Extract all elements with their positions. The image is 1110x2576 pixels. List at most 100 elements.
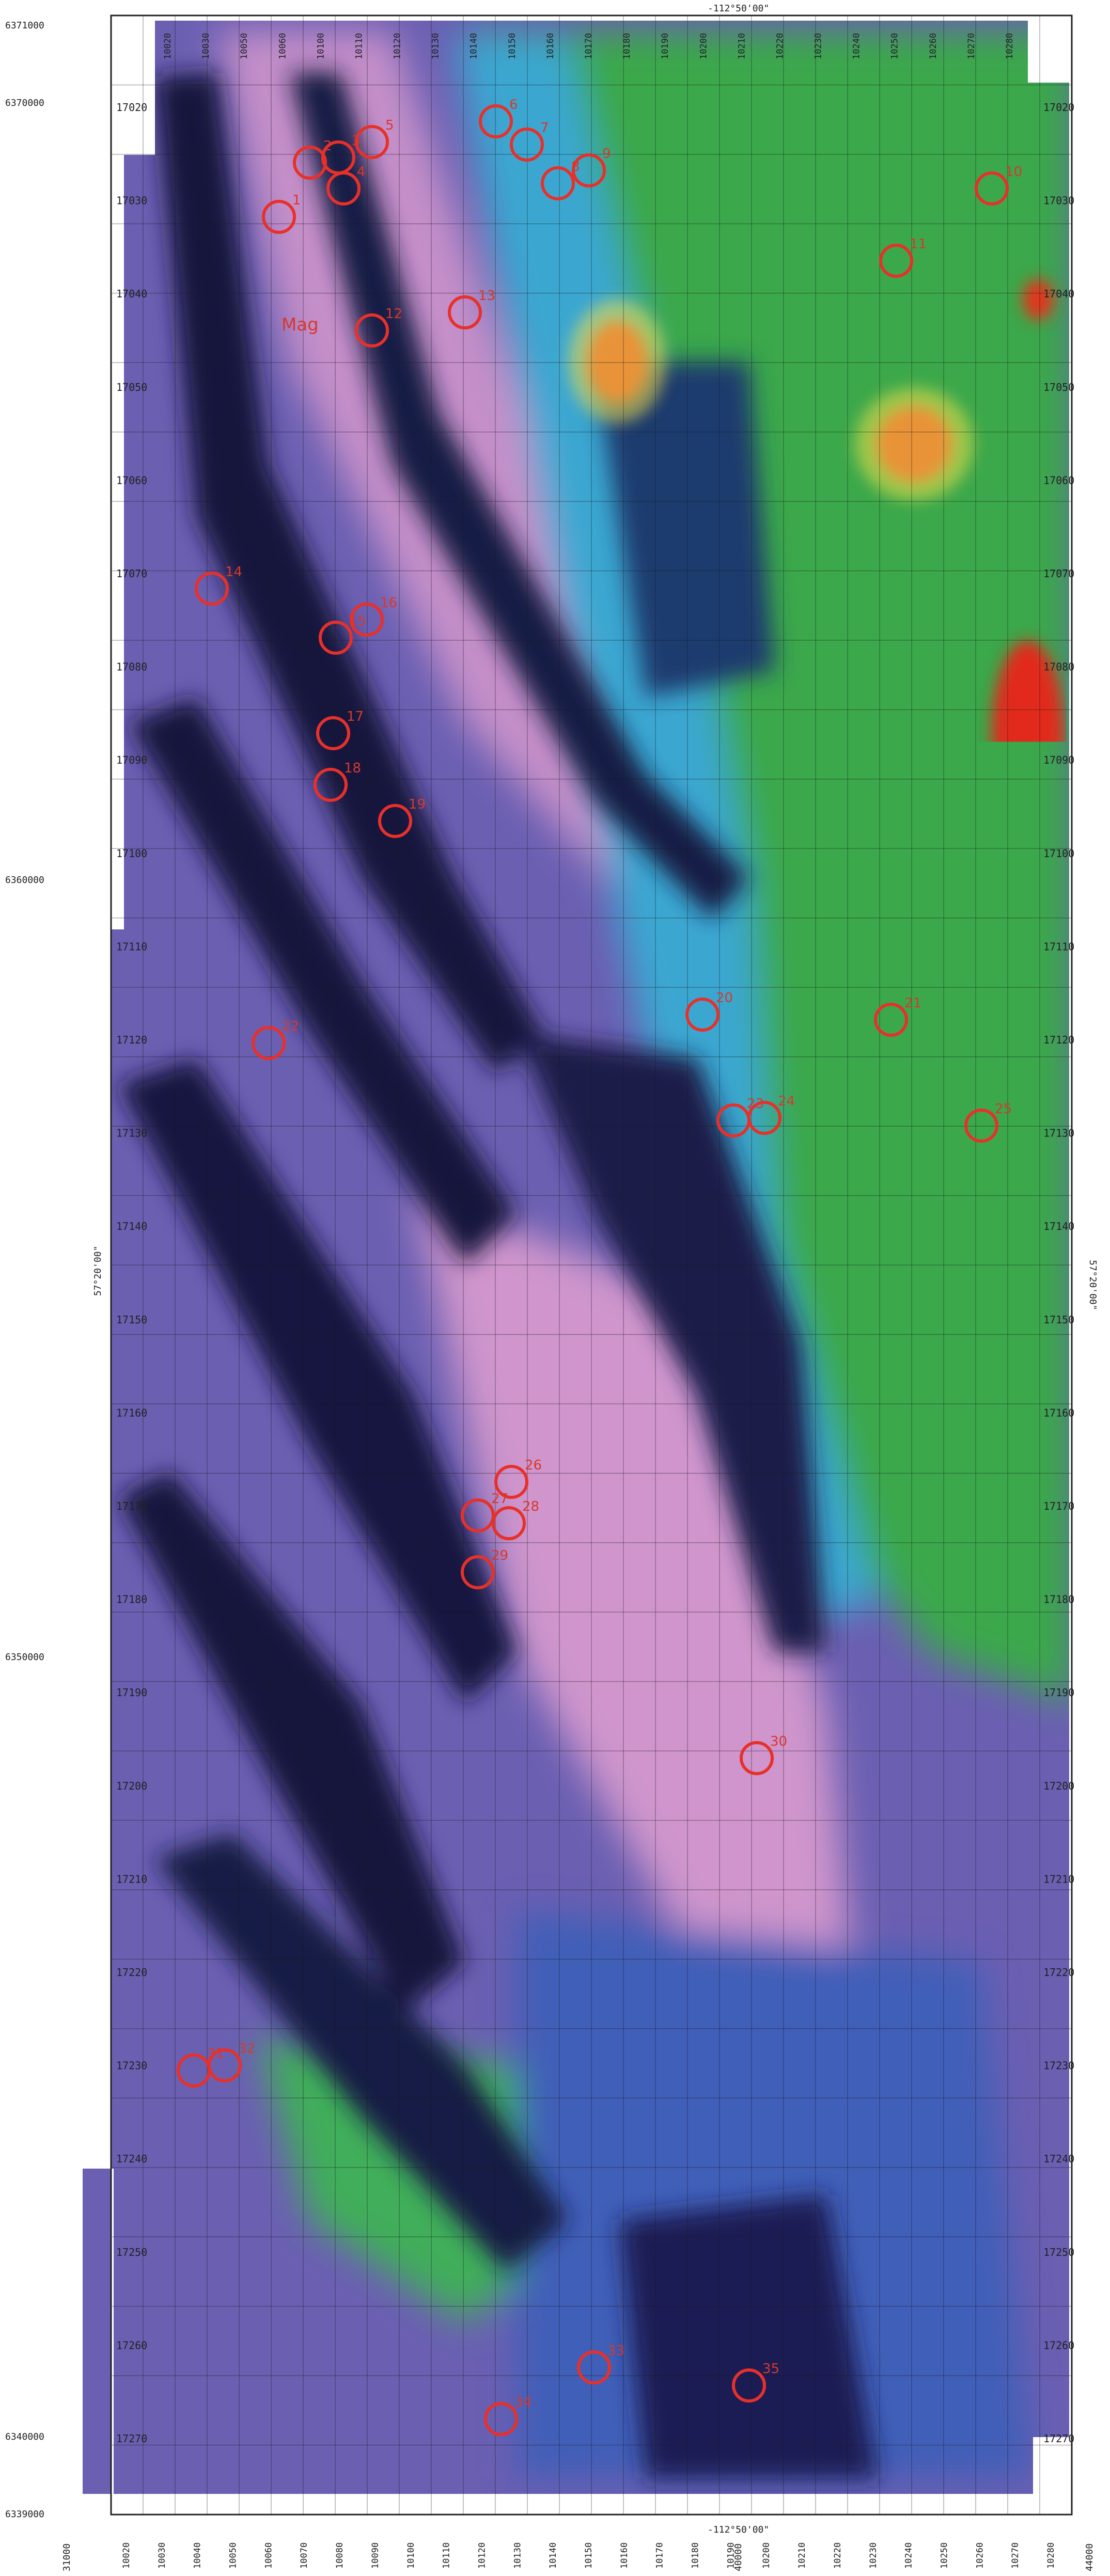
northing-6350000: 6350000 xyxy=(5,1652,44,1663)
tie-line-label-left: 17240 xyxy=(116,2153,147,2165)
tie-line-label-right: 17250 xyxy=(1043,2246,1074,2258)
northing-6371000: 6371000 xyxy=(5,20,44,31)
tie-line-label-right: 17140 xyxy=(1043,1220,1074,1232)
bottom-right-corner-easting: 44000 xyxy=(1084,2543,1095,2571)
tie-line-label-left: 17130 xyxy=(116,1127,147,1140)
target-annotation: 11 xyxy=(910,236,927,252)
target-annotation: 24 xyxy=(778,1094,795,1109)
tie-line-label-right: 17050 xyxy=(1043,381,1074,393)
target-annotation: 29 xyxy=(491,1548,508,1563)
high-yellow-southwest xyxy=(67,2246,274,2504)
northing-6340000: 6340000 xyxy=(5,2431,44,2442)
target-annotation: 21 xyxy=(904,995,921,1011)
line-label-top: 10050 xyxy=(239,33,249,59)
line-label-bottom: 10150 xyxy=(584,2542,594,2569)
line-label-bottom: 10070 xyxy=(299,2542,309,2569)
target-annotation: 28 xyxy=(522,1499,539,1514)
tie-line-label-left: 17250 xyxy=(116,2246,147,2258)
tie-line-label-left: 17220 xyxy=(116,1966,147,1979)
line-label-bottom: 10170 xyxy=(655,2542,665,2569)
high-red-5 xyxy=(922,1229,979,1291)
line-label-bottom: 10270 xyxy=(1010,2542,1021,2569)
line-label-bottom: 10220 xyxy=(833,2542,843,2569)
tie-line-label-left: 17020 xyxy=(116,101,147,114)
tie-line-label-right: 17040 xyxy=(1043,288,1074,300)
tie-line-label-right: 17090 xyxy=(1043,754,1074,766)
tie-line-label-left: 17190 xyxy=(116,1686,147,1699)
line-label-top: 10030 xyxy=(201,33,211,59)
target-annotation: 9 xyxy=(602,146,611,162)
tie-line-label-right: 17130 xyxy=(1043,1127,1074,1140)
target-annotation: 35 xyxy=(762,2361,779,2377)
tie-line-label-right: 17020 xyxy=(1043,101,1074,114)
line-label-top: 10060 xyxy=(277,33,288,59)
tie-line-label-right: 17170 xyxy=(1043,1500,1074,1512)
target-annotation: 13 xyxy=(478,288,495,304)
line-label-top: 10180 xyxy=(622,33,632,59)
tie-line-label-left: 17060 xyxy=(116,474,147,486)
line-label-top: 10270 xyxy=(966,33,977,59)
tie-line-label-left: 17140 xyxy=(116,1220,147,1232)
tie-line-label-left: 17110 xyxy=(116,940,147,953)
tie-line-label-right: 17110 xyxy=(1043,940,1074,953)
tie-line-label-left: 17260 xyxy=(116,2339,147,2351)
tie-line-label-right: 17030 xyxy=(1043,195,1074,207)
tie-line-label-right: 17070 xyxy=(1043,567,1074,580)
target-annotation: 16 xyxy=(380,595,397,611)
target-annotation: 18 xyxy=(344,761,361,776)
target-annotation: 6 xyxy=(509,97,518,113)
tie-line-label-right: 17210 xyxy=(1043,1873,1074,1885)
tie-line-label-left: 17270 xyxy=(116,2432,147,2445)
tie-line-label-left: 17150 xyxy=(116,1314,147,1326)
line-label-top: 10140 xyxy=(469,33,479,59)
line-label-bottom: 10050 xyxy=(228,2542,239,2569)
line-label-top: 10260 xyxy=(928,33,939,59)
tie-line-label-right: 17270 xyxy=(1043,2432,1074,2445)
tie-line-label-left: 17100 xyxy=(116,847,147,860)
line-label-top: 10120 xyxy=(393,33,403,59)
target-annotation: 34 xyxy=(514,2395,531,2410)
tie-line-label-left: 17170 xyxy=(116,1500,147,1512)
line-label-bottom: 10190 xyxy=(726,2542,736,2569)
line-label-bottom: 10250 xyxy=(939,2542,949,2569)
target-annotation: 14 xyxy=(225,564,242,580)
line-label-bottom: 10060 xyxy=(263,2542,274,2569)
target-annotation: 19 xyxy=(409,797,426,812)
tie-line-label-left: 17230 xyxy=(116,2060,147,2072)
line-label-top: 10190 xyxy=(660,33,670,59)
northing-6370000: 6370000 xyxy=(5,98,44,108)
tie-line-label-left: 17040 xyxy=(116,288,147,300)
target-annotation: 17 xyxy=(347,709,364,724)
target-annotation: 22 xyxy=(282,1019,299,1034)
line-label-bottom: 10020 xyxy=(121,2542,132,2569)
line-label-top: 10230 xyxy=(814,33,824,59)
line-label-top: 10240 xyxy=(852,33,862,59)
high-yellow-4 xyxy=(744,886,863,994)
line-label-top: 10220 xyxy=(775,33,785,59)
target-annotation: 7 xyxy=(540,120,549,136)
target-annotation: 12 xyxy=(385,306,402,322)
high-yellow-2 xyxy=(855,387,974,501)
line-label-top: 10280 xyxy=(1005,33,1015,59)
high-red-edge-4 xyxy=(1012,1983,1043,2024)
line-label-top: 10110 xyxy=(354,33,364,59)
line-label-bottom: 10130 xyxy=(512,2542,523,2569)
tie-line-label-left: 17030 xyxy=(116,195,147,207)
tie-line-label-right: 17100 xyxy=(1043,847,1074,860)
line-label-bottom: 10230 xyxy=(868,2542,879,2569)
line-label-top: 10250 xyxy=(890,33,900,59)
bottom-left-corner-easting: 31000 xyxy=(61,2543,72,2571)
line-label-top: 10020 xyxy=(163,33,173,59)
high-red-edge-5 xyxy=(1020,2067,1046,2105)
bottom-longitude: -112°50'00" xyxy=(708,2524,769,2535)
high-red-edge-2 xyxy=(1012,1740,1043,1781)
tie-line-label-left: 17180 xyxy=(116,1593,147,1606)
target-annotation: 1 xyxy=(292,193,301,208)
line-label-top: 10130 xyxy=(431,33,441,59)
line-label-bottom: 10280 xyxy=(1046,2542,1056,2569)
target-annotation: 20 xyxy=(716,990,733,1006)
tie-line-label-left: 17210 xyxy=(116,1873,147,1885)
target-annotation: 25 xyxy=(995,1101,1012,1117)
mag-annotation: Mag xyxy=(282,314,319,335)
